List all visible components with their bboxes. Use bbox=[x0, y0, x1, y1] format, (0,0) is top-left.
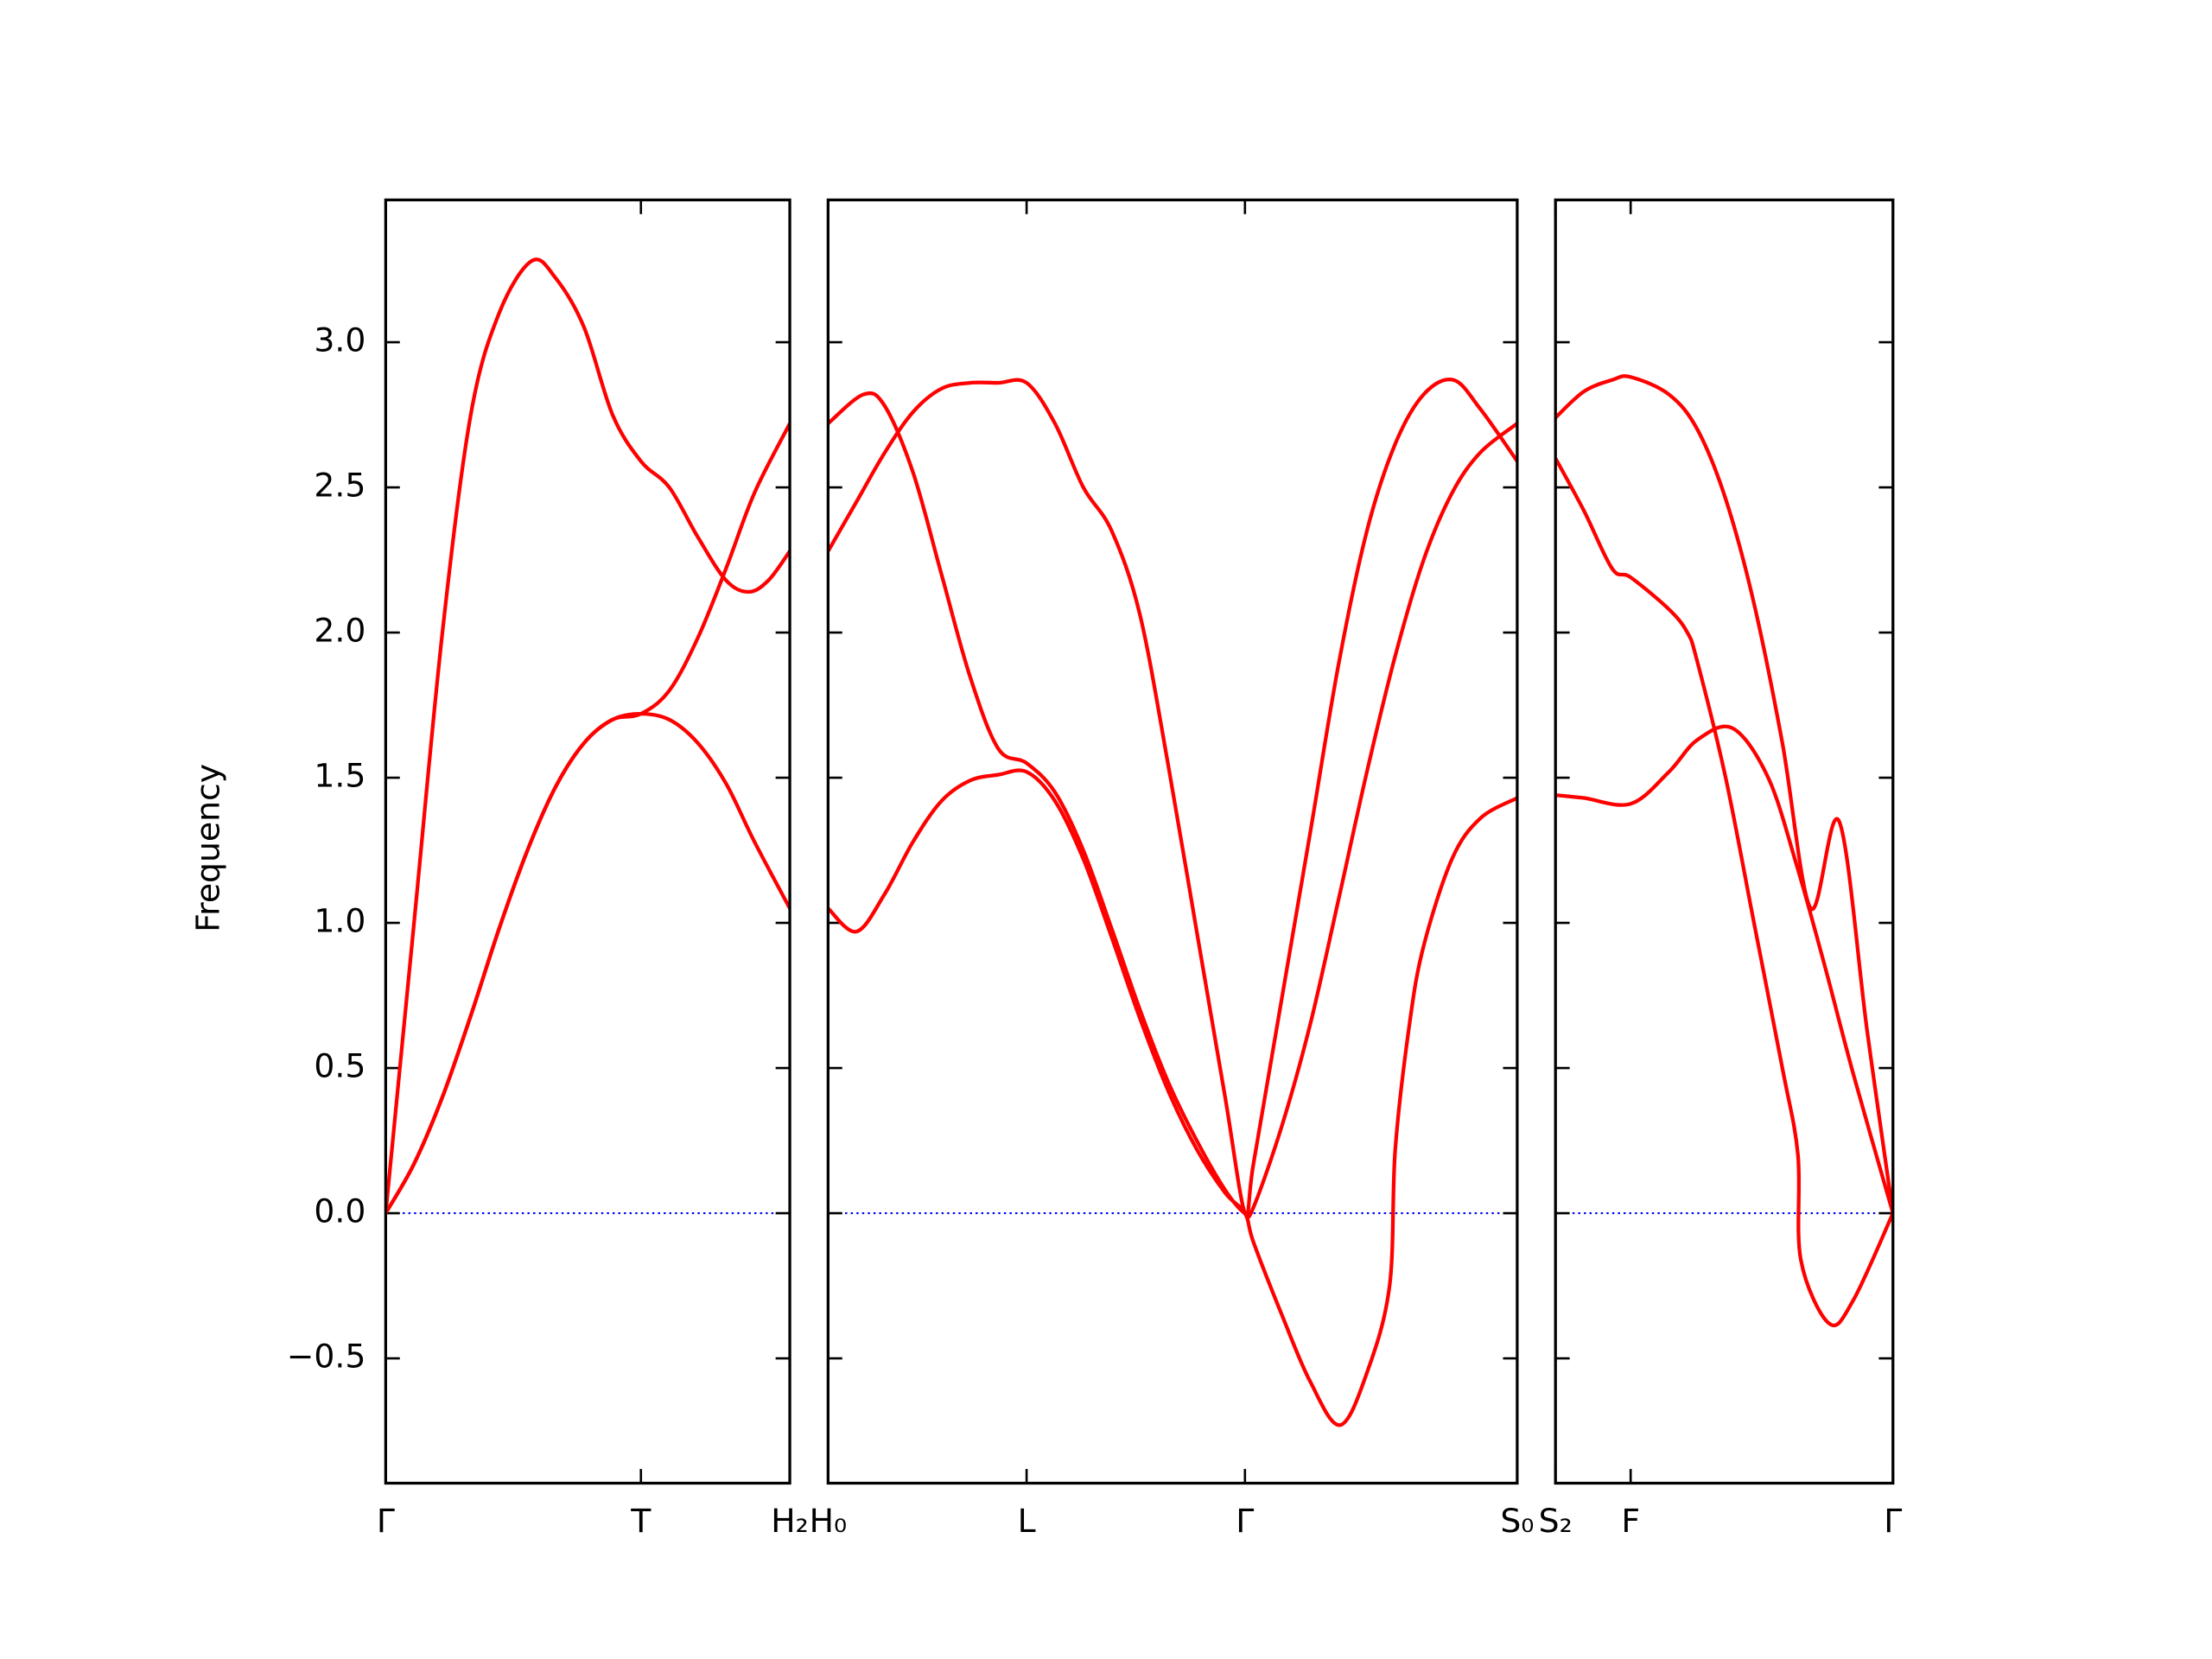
y-axis-label: Frequency bbox=[188, 764, 226, 932]
y-tick-label: 2.5 bbox=[314, 467, 365, 505]
y-tick-label: 3.0 bbox=[314, 321, 365, 359]
plot-frame bbox=[1554, 198, 1895, 1485]
band-line bbox=[828, 768, 1517, 1427]
y-tick-label: −0.5 bbox=[287, 1338, 366, 1376]
band-line bbox=[828, 377, 1517, 1218]
x-tick-label: Γ bbox=[1236, 1502, 1254, 1540]
y-tick-label: 0.5 bbox=[314, 1047, 365, 1085]
plot-frame bbox=[826, 198, 1519, 1485]
plot-frame bbox=[384, 198, 791, 1485]
y-tick-label: 1.5 bbox=[314, 757, 365, 795]
band-line bbox=[1555, 724, 1893, 1214]
x-tick-label: F bbox=[1621, 1502, 1640, 1540]
y-tick-label: 0.0 bbox=[314, 1192, 365, 1230]
y-tick-label: 2.0 bbox=[314, 612, 365, 650]
band-line bbox=[1555, 457, 1893, 1327]
band-line bbox=[828, 391, 1517, 1219]
x-tick-label: Γ bbox=[1884, 1502, 1902, 1540]
y-tick-label: 1.0 bbox=[314, 902, 365, 940]
x-tick-label: H₂ bbox=[771, 1502, 809, 1540]
x-tick-label: T bbox=[630, 1502, 652, 1540]
x-tick-label: S₀ bbox=[1500, 1502, 1534, 1540]
band-line bbox=[385, 423, 791, 1215]
x-tick-label: S₂ bbox=[1539, 1502, 1573, 1540]
x-tick-label: L bbox=[1018, 1502, 1036, 1540]
band-line bbox=[1555, 374, 1893, 1214]
x-tick-label: Γ bbox=[377, 1502, 395, 1540]
x-tick-label: H₀ bbox=[810, 1502, 848, 1540]
